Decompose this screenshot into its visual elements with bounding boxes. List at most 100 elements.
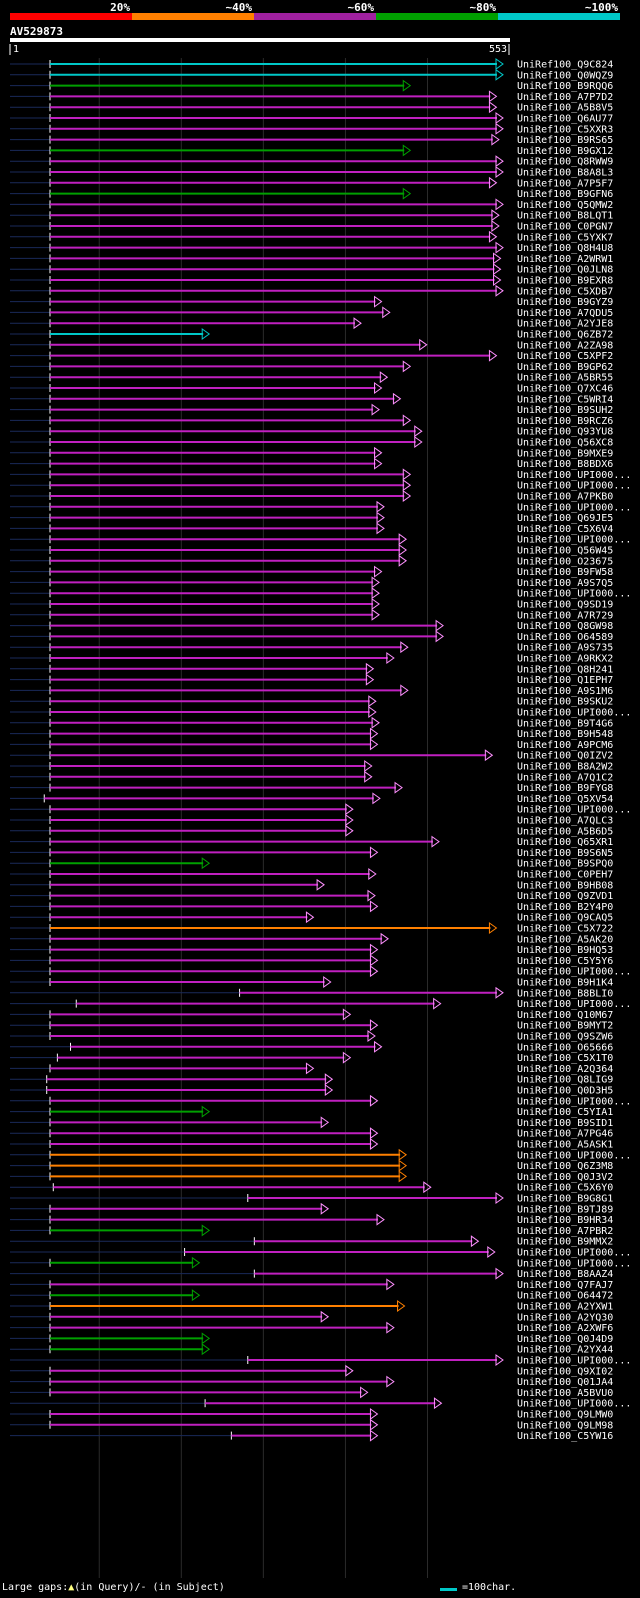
hit-label[interactable]: UniRef100_C0PEH7 <box>517 870 613 881</box>
hit-label[interactable]: UniRef100_B9EXR8 <box>517 276 613 287</box>
hit-row[interactable]: UniRef100_Q0JLN8 <box>10 263 613 276</box>
hit-label[interactable]: UniRef100_A5B8V5 <box>517 103 613 114</box>
hit-row[interactable]: UniRef100_C5X6Y0 <box>10 1181 613 1194</box>
hit-row[interactable]: UniRef100_A7Q1C2 <box>10 770 613 784</box>
hit-row[interactable]: UniRef100_A5B6D5 <box>10 824 613 838</box>
hit-label[interactable]: UniRef100_C0PGN7 <box>517 222 613 233</box>
hit-row[interactable]: UniRef100_UPI000... <box>10 1397 631 1410</box>
hit-row[interactable]: UniRef100_Q10M67 <box>10 1008 613 1021</box>
hit-label[interactable]: UniRef100_Q8GW98 <box>517 621 613 632</box>
hit-row[interactable]: UniRef100_UPI000... <box>10 479 631 492</box>
hit-row[interactable]: UniRef100_A5AK20 <box>10 932 613 946</box>
hit-row[interactable]: UniRef100_Q93YU8 <box>10 425 613 438</box>
hit-label[interactable]: UniRef100_Q0JLN8 <box>517 265 613 276</box>
hit-label[interactable]: UniRef100_B9GYZ9 <box>517 297 613 308</box>
hit-row[interactable]: UniRef100_UPI000... <box>10 1094 631 1108</box>
hit-row[interactable]: UniRef100_Q9XI02 <box>10 1364 613 1378</box>
hit-label[interactable]: UniRef100_B9GP62 <box>517 362 613 373</box>
hit-label[interactable]: UniRef100_A2YXW1 <box>517 1302 613 1313</box>
hit-row[interactable]: UniRef100_Q9ZVD1 <box>10 889 613 903</box>
hit-row[interactable]: UniRef100_A2YXW1 <box>10 1300 613 1313</box>
hit-row[interactable]: UniRef100_B9MXE9 <box>10 446 613 460</box>
hit-row[interactable]: UniRef100_B9MYT2 <box>10 1019 613 1032</box>
hit-label[interactable]: UniRef100_Q9C824 <box>517 60 613 71</box>
hit-row[interactable]: UniRef100_Q8RWW9 <box>10 155 613 168</box>
hit-row[interactable]: UniRef100_A2YJE8 <box>10 317 613 330</box>
hit-row[interactable]: UniRef100_C5YW16 <box>10 1429 613 1443</box>
hit-label[interactable]: UniRef100_C5YIA1 <box>517 1107 613 1118</box>
hit-row[interactable]: UniRef100_C5X722 <box>10 922 613 935</box>
hit-label[interactable]: UniRef100_A5BR55 <box>517 373 613 384</box>
hit-row[interactable]: UniRef100_C0PEH7 <box>10 868 613 881</box>
hit-row[interactable]: UniRef100_B2Y4P0 <box>10 900 613 913</box>
hit-label[interactable]: UniRef100_Q8LIG9 <box>517 1075 613 1086</box>
hit-label[interactable]: UniRef100_Q65XR1 <box>517 837 613 848</box>
hit-row[interactable]: UniRef100_C5XPF2 <box>10 349 613 363</box>
hit-row[interactable]: UniRef100_A7PKB0 <box>10 490 613 503</box>
hit-label[interactable]: UniRef100_Q0D3H5 <box>517 1086 613 1097</box>
hit-row[interactable]: UniRef100_B9GYZ9 <box>10 295 613 309</box>
hit-row[interactable]: UniRef100_UPI000... <box>10 803 631 816</box>
hit-label[interactable]: UniRef100_C5YXK7 <box>517 232 613 243</box>
hit-label[interactable]: UniRef100_A9S1M6 <box>517 686 613 697</box>
hit-row[interactable]: UniRef100_B9RCZ6 <box>10 414 613 427</box>
hit-row[interactable]: UniRef100_B9SKU2 <box>10 695 613 708</box>
hit-label[interactable]: UniRef100_Q6Z3M8 <box>517 1161 613 1172</box>
hit-label[interactable]: UniRef100_A7PG46 <box>517 1129 613 1140</box>
hit-row[interactable]: UniRef100_Q0J3V2 <box>10 1170 613 1183</box>
hit-row[interactable]: UniRef100_B9RS65 <box>10 133 613 147</box>
hit-label[interactable]: UniRef100_O23675 <box>517 556 613 567</box>
hit-label[interactable]: UniRef100_C5X6V4 <box>517 524 613 535</box>
hit-label[interactable]: UniRef100_UPI000... <box>517 1356 631 1367</box>
hit-label[interactable]: UniRef100_UPI000... <box>517 502 631 513</box>
hit-label[interactable]: UniRef100_Q8RWW9 <box>517 157 613 168</box>
hit-row[interactable]: UniRef100_A2YQ30 <box>10 1310 613 1324</box>
hit-row[interactable]: UniRef100_UPI000... <box>10 965 631 978</box>
hit-label[interactable]: UniRef100_UPI000... <box>517 999 631 1010</box>
hit-label[interactable]: UniRef100_A7QLC3 <box>517 816 613 827</box>
hit-row[interactable]: UniRef100_A2Q364 <box>10 1062 613 1075</box>
hit-row[interactable]: UniRef100_Q9LM98 <box>10 1418 613 1432</box>
hit-label[interactable]: UniRef100_Q9SZW6 <box>517 1032 613 1043</box>
hit-row[interactable]: UniRef100_Q0D3H5 <box>10 1084 613 1097</box>
hit-label[interactable]: UniRef100_Q1EPH7 <box>517 675 613 686</box>
hit-label[interactable]: UniRef100_UPI000... <box>517 589 631 600</box>
hit-label[interactable]: UniRef100_B9G8G1 <box>517 1194 613 1205</box>
hit-row[interactable]: UniRef100_UPI000... <box>10 500 631 514</box>
hit-label[interactable]: UniRef100_C5XXR3 <box>517 124 613 135</box>
hit-label[interactable]: UniRef100_C5X6Y0 <box>517 1183 613 1194</box>
hit-label[interactable]: UniRef100_B9TJ89 <box>517 1204 613 1215</box>
hit-label[interactable]: UniRef100_Q5QMW2 <box>517 200 613 211</box>
hit-row[interactable]: UniRef100_C5XXR3 <box>10 122 613 136</box>
hit-row[interactable]: UniRef100_O65666 <box>10 1040 613 1054</box>
hit-label[interactable]: UniRef100_Q9XI02 <box>517 1366 613 1377</box>
hit-label[interactable]: UniRef100_A2YX44 <box>517 1345 613 1356</box>
hit-row[interactable]: UniRef100_B9GFN6 <box>10 187 613 201</box>
hit-row[interactable]: UniRef100_B9SUH2 <box>10 403 613 417</box>
hit-row[interactable]: UniRef100_A9PCM6 <box>10 738 613 751</box>
hit-label[interactable]: UniRef100_C5X722 <box>517 924 613 935</box>
hit-row[interactable]: UniRef100_A9S7Q5 <box>10 576 613 589</box>
hit-row[interactable]: UniRef100_A5ASK1 <box>10 1138 613 1151</box>
hit-label[interactable]: UniRef100_B9SPQ0 <box>517 859 613 870</box>
hit-label[interactable]: UniRef100_A2YJE8 <box>517 319 613 330</box>
hit-label[interactable]: UniRef100_B9MXE9 <box>517 448 613 459</box>
hit-label[interactable]: UniRef100_Q9LMW0 <box>517 1410 613 1421</box>
hit-label[interactable]: UniRef100_B9H548 <box>517 729 613 740</box>
hit-label[interactable]: UniRef100_Q9CAQ5 <box>517 913 613 924</box>
hit-label[interactable]: UniRef100_A2WRW1 <box>517 254 613 265</box>
hit-row[interactable]: UniRef100_Q5QMW2 <box>10 198 613 211</box>
hit-label[interactable]: UniRef100_A7QDU5 <box>517 308 613 319</box>
hit-label[interactable]: UniRef100_A2XWF6 <box>517 1323 613 1334</box>
hit-label[interactable]: UniRef100_B9SID1 <box>517 1118 613 1129</box>
hit-label[interactable]: UniRef100_B9HR34 <box>517 1215 613 1226</box>
hit-label[interactable]: UniRef100_C5XPF2 <box>517 351 613 362</box>
hit-label[interactable]: UniRef100_B9FYG8 <box>517 783 613 794</box>
hit-label[interactable]: UniRef100_Q9LM98 <box>517 1420 613 1431</box>
hit-label[interactable]: UniRef100_Q5XV54 <box>517 794 613 805</box>
hit-label[interactable]: UniRef100_B9RQQ6 <box>517 81 613 92</box>
hit-label[interactable]: UniRef100_A9PCM6 <box>517 740 613 751</box>
hit-row[interactable]: UniRef100_B8BDX6 <box>10 457 613 471</box>
hit-label[interactable]: UniRef100_UPI000... <box>517 1096 631 1107</box>
hit-row[interactable]: UniRef100_Q6Z3M8 <box>10 1159 613 1173</box>
